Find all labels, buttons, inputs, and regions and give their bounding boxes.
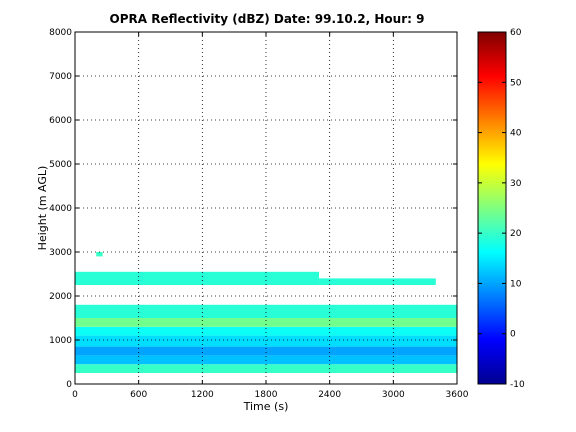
plot-area: 0 600 1200 1800 2400 3000 3600 0 1000 2000 3000 400… <box>36 28 469 413</box>
chart-title: OPRA Reflectivity (dBZ) Date: 99.10.2, H… <box>110 12 425 26</box>
y-tick-label-6: 6000 <box>49 116 72 126</box>
y-tick-label-7: 7000 <box>49 72 72 82</box>
colorbar-tick-label-5: 40 <box>510 129 522 139</box>
x-tick-label-1: 600 <box>130 390 147 400</box>
colorbar-tick-label-0: -10 <box>510 380 525 390</box>
y-tick-label-2: 2000 <box>49 292 72 302</box>
x-tick-label-0: 0 <box>72 390 78 400</box>
heatmap-band-9 <box>96 252 103 257</box>
colorbar-tick-label-1: 0 <box>510 330 516 340</box>
heatmap-band-4 <box>75 326 457 336</box>
heatmap-band-7 <box>75 271 320 285</box>
y-tick-label-3: 3000 <box>49 248 72 258</box>
heatmap-band-3 <box>75 335 457 347</box>
x-tick-label-6: 3600 <box>446 390 469 400</box>
x-tick-label-3: 1800 <box>255 390 278 400</box>
y-tick-label-4: 4000 <box>49 204 72 214</box>
y-tick-label-8: 8000 <box>49 28 72 38</box>
colorbar-gradient <box>477 31 507 385</box>
heatmap-band-1 <box>75 355 457 365</box>
y-tick-label-0: 0 <box>66 380 72 390</box>
colorbar-tick-label-6: 50 <box>510 78 522 88</box>
colorbar-tick-label-3: 20 <box>510 229 522 239</box>
colorbar: -10 0 10 20 30 40 50 60 <box>477 28 525 390</box>
heatmap-band-2 <box>75 346 457 356</box>
colorbar-tick-label-4: 30 <box>510 179 522 189</box>
x-tick-label-4: 2400 <box>318 390 341 400</box>
x-axis-label: Time (s) <box>243 400 289 413</box>
colorbar-tick-label-7: 60 <box>510 28 522 38</box>
heatmap-band-8 <box>319 278 436 285</box>
colorbar-tick-label-2: 10 <box>510 279 522 289</box>
y-axis-label: Height (m AGL) <box>36 166 49 251</box>
heatmap-band-6 <box>75 304 457 318</box>
x-tick-label-5: 3000 <box>382 390 405 400</box>
heatmap-band-5 <box>75 318 457 327</box>
x-tick-label-2: 1200 <box>191 390 214 400</box>
y-tick-label-5: 5000 <box>49 160 72 170</box>
y-tick-label-1: 1000 <box>49 336 72 346</box>
